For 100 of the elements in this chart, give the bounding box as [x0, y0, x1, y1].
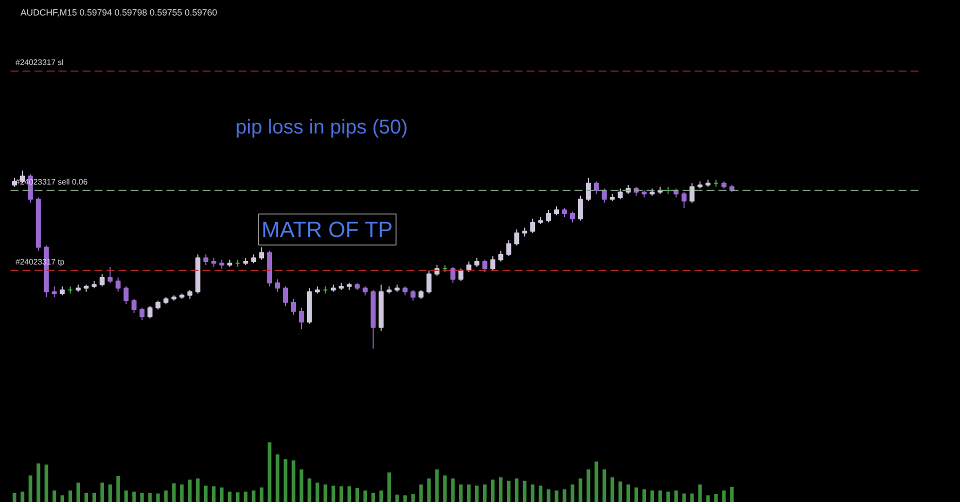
bar: [610, 477, 614, 502]
bar: [498, 477, 503, 502]
bar: [387, 472, 391, 502]
candlestick: [275, 278, 280, 292]
bar: [586, 469, 590, 502]
bar: [132, 492, 136, 502]
bar: [538, 486, 542, 502]
bar: [300, 469, 304, 502]
bar: [60, 495, 64, 502]
bar: [730, 486, 734, 502]
bar: [284, 459, 288, 502]
candlestick: [426, 270, 432, 294]
bar: [650, 490, 654, 502]
bar: [682, 493, 686, 502]
candlestick: [203, 254, 208, 266]
bar: [268, 442, 272, 502]
bar: [12, 492, 16, 502]
bar: [666, 492, 670, 502]
candlestick: [108, 266, 113, 284]
bar: [475, 486, 479, 502]
candlestick: [514, 228, 520, 246]
candlestick: [506, 240, 512, 257]
bar: [522, 480, 526, 502]
bar: [28, 475, 32, 502]
candlestick: [586, 177, 591, 202]
text: pip loss in pips (50): [236, 116, 408, 138]
bar: [674, 490, 678, 502]
bar: [490, 480, 495, 502]
bar: [546, 489, 550, 502]
bar: [100, 482, 104, 502]
bar: [403, 495, 407, 502]
candlestick: [490, 256, 496, 271]
bar: [722, 490, 726, 502]
candlestick: [140, 307, 145, 321]
bar: [698, 484, 702, 502]
bar: [228, 492, 232, 502]
bar: [347, 486, 352, 502]
bar: [220, 487, 224, 502]
bar: [148, 492, 152, 502]
bar: [332, 486, 336, 502]
bar: [706, 495, 710, 502]
bar: [156, 493, 160, 502]
bar: [578, 478, 582, 502]
bar: [530, 484, 534, 502]
bar: [467, 484, 471, 502]
annotation: MATR OF TP: [262, 217, 393, 242]
bar: [634, 487, 638, 502]
bar: [459, 484, 463, 502]
bar: [714, 494, 718, 502]
bar: [626, 484, 630, 502]
candlestick: [570, 211, 575, 223]
bar: [116, 476, 120, 502]
bar: [180, 484, 184, 502]
bar: [260, 487, 264, 502]
bar: [84, 492, 88, 502]
candlestick: [148, 305, 152, 319]
bar: [316, 482, 320, 502]
candlestick: [100, 273, 105, 287]
bar: [196, 478, 200, 502]
candlestick: [290, 298, 296, 316]
bar: [363, 490, 368, 502]
bar: [68, 490, 72, 502]
bar: [594, 462, 598, 502]
bar: [324, 484, 328, 502]
bar: [570, 484, 574, 502]
bar: [419, 484, 423, 502]
bar: [188, 480, 192, 502]
candlestick: [594, 180, 599, 194]
bar: [562, 489, 566, 502]
bar: [164, 490, 168, 502]
bar: [212, 486, 216, 502]
candlestick: [546, 209, 552, 223]
bar: [76, 482, 80, 502]
candlestick: [283, 286, 288, 306]
bar: [252, 490, 256, 502]
bar: [52, 490, 56, 502]
bar: [92, 492, 96, 502]
bar: [236, 492, 240, 502]
bar: [371, 492, 375, 502]
candlestick: [482, 259, 488, 273]
bar: [172, 483, 176, 502]
bar: [108, 484, 112, 502]
ref-line-label: #24023317 sl: [16, 58, 64, 68]
bar: [44, 464, 48, 502]
bar: [482, 484, 487, 502]
bar: [204, 486, 208, 502]
bar: [124, 490, 128, 502]
candlestick: [410, 289, 416, 302]
candlestick: [458, 268, 464, 282]
bar: [20, 492, 24, 502]
bar: [514, 478, 518, 502]
bar: [395, 494, 399, 502]
candlestick: [132, 298, 137, 314]
candlestick: [690, 182, 695, 204]
candlestick: [682, 192, 687, 209]
bar: [244, 492, 248, 502]
bar: [140, 492, 144, 502]
bar: [340, 486, 344, 502]
bar: [690, 493, 694, 502]
bar: [435, 469, 439, 502]
